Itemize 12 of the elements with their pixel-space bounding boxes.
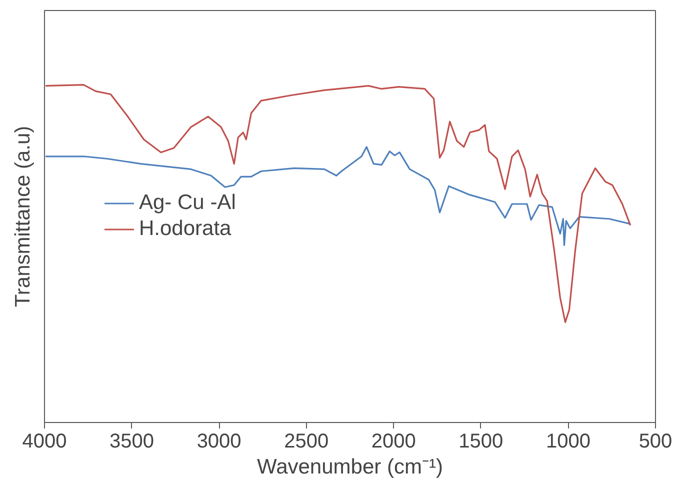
x-tick-label: 2500 <box>284 430 329 452</box>
x-tick-label: 1500 <box>458 430 504 452</box>
x-tick-label: 4000 <box>22 430 67 452</box>
x-tick-label: 3000 <box>196 430 242 452</box>
x-tick-label: 3500 <box>110 430 154 452</box>
legend-label: Ag- Cu -Al <box>139 191 236 215</box>
x-axis-title: Wavenumber (cm⁻¹) <box>257 456 443 478</box>
x-tick-label: 1000 <box>546 430 590 452</box>
x-tick-label: 500 <box>638 430 672 452</box>
legend-label: H.odorata <box>139 217 232 241</box>
x-tick-label: 2000 <box>371 430 416 452</box>
y-axis-title: Transmittance (a.u) <box>12 126 34 308</box>
